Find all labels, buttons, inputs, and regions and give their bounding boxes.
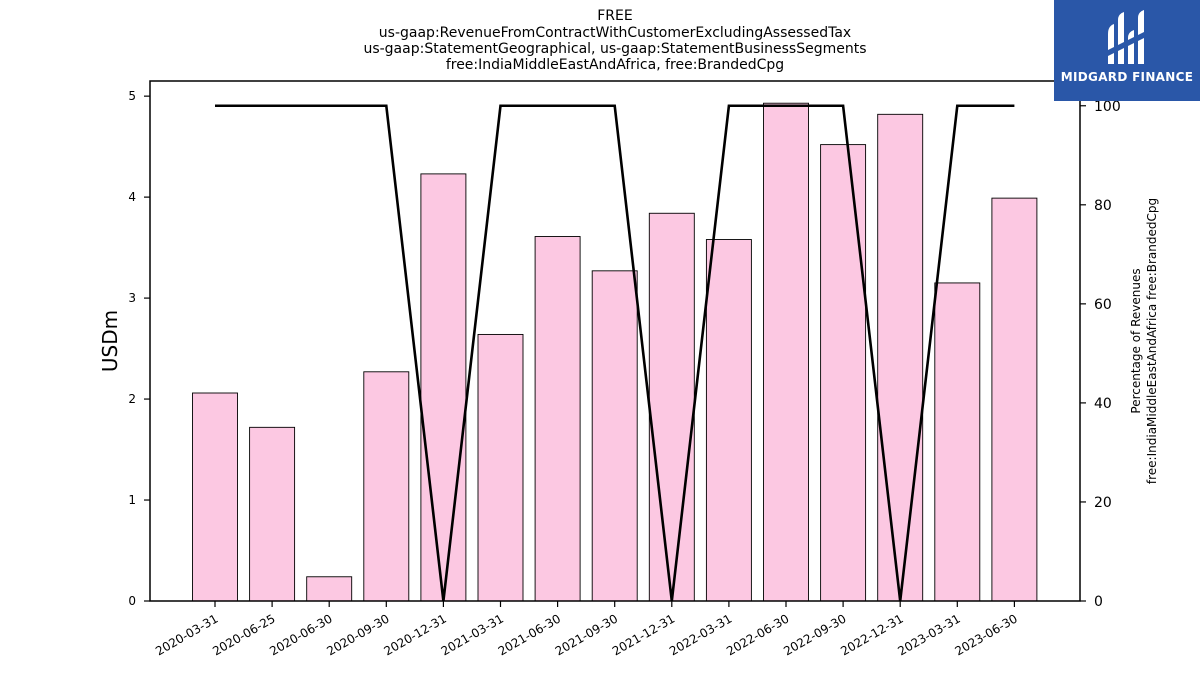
bar-2020-12-31 bbox=[420, 173, 467, 602]
y-tick-label: 1 bbox=[128, 493, 136, 507]
x-tick-label: 2022-03-31 bbox=[667, 611, 734, 658]
bar-2021-12-31 bbox=[648, 212, 695, 602]
x-tick-label: 2022-12-31 bbox=[838, 611, 905, 658]
bars-layer bbox=[192, 102, 1038, 602]
bar-2023-03-31 bbox=[934, 282, 981, 602]
y-tick-label: 3 bbox=[128, 291, 136, 305]
y2-axis-label-line-1: Percentage of Revenues bbox=[1129, 268, 1143, 413]
y2-tick-label: 60 bbox=[1094, 297, 1112, 313]
brand-name: MIDGARD FINANCE bbox=[1060, 70, 1194, 84]
bar-2021-09-30 bbox=[591, 270, 638, 602]
right-y-axis: 0 20 40 60 80 100 bbox=[1080, 99, 1121, 610]
bar-2020-03-31 bbox=[192, 392, 238, 602]
chart-title-line-3: us-gaap:StatementGeographical, us-gaap:S… bbox=[363, 41, 866, 57]
chart-title-line-4: free:IndiaMiddleEastAndAfrica, free:Bran… bbox=[446, 57, 784, 73]
y-tick-label: 5 bbox=[128, 89, 136, 103]
y2-tick-label: 100 bbox=[1094, 99, 1121, 115]
y-tick-label: 4 bbox=[128, 190, 136, 204]
bar-2020-06-25 bbox=[249, 426, 296, 602]
x-tick-label: 2020-03-31 bbox=[153, 611, 220, 658]
chart-title-line-2: us-gaap:RevenueFromContractWithCustomerE… bbox=[379, 25, 851, 41]
line-layer bbox=[215, 104, 1015, 602]
bar-2022-12-31 bbox=[877, 113, 924, 602]
x-tick-label: 2022-06-30 bbox=[724, 611, 791, 658]
x-tick-label: 2023-06-30 bbox=[952, 611, 1019, 658]
bar-2023-06-30 bbox=[991, 197, 1038, 602]
y2-tick-label: 20 bbox=[1094, 495, 1112, 511]
x-tick-label: 2020-12-31 bbox=[381, 611, 448, 658]
x-tick-label: 2020-06-25 bbox=[210, 611, 277, 658]
y2-axis-label-line-2: free:IndiaMiddleEastAndAfrica free:Brand… bbox=[1145, 198, 1159, 484]
y-tick-label: 2 bbox=[128, 392, 136, 406]
x-tick-label: 2020-09-30 bbox=[324, 611, 391, 658]
x-tick-label: 2023-03-31 bbox=[895, 611, 962, 658]
bar-2022-03-31 bbox=[705, 239, 752, 602]
bar-2022-09-30 bbox=[820, 144, 867, 602]
left-y-axis: 0 1 2 3 4 5 bbox=[128, 89, 150, 608]
x-tick-label: 2021-12-31 bbox=[610, 611, 677, 658]
x-tick-label: 2022-09-30 bbox=[781, 611, 848, 658]
logo-mark-icon bbox=[1108, 10, 1144, 64]
chart-title-line-1: FREE bbox=[597, 8, 632, 24]
brand-logo: MIDGARD FINANCE bbox=[1054, 0, 1200, 101]
bar-2022-06-30 bbox=[763, 102, 809, 602]
bar-2021-06-30 bbox=[534, 236, 581, 602]
bar-2020-06-30 bbox=[306, 576, 353, 602]
percentage-line bbox=[215, 104, 1015, 602]
bar-2020-09-30 bbox=[363, 371, 410, 602]
x-tick-label: 2020-06-30 bbox=[267, 611, 334, 658]
y2-tick-label: 0 bbox=[1094, 594, 1103, 610]
x-tick-label: 2021-06-30 bbox=[496, 611, 563, 658]
y2-tick-label: 80 bbox=[1094, 198, 1112, 214]
x-tick-label: 2021-09-30 bbox=[553, 611, 620, 658]
y-tick-label: 0 bbox=[128, 594, 136, 608]
y-axis-label: USDm bbox=[98, 310, 122, 372]
x-axis: 2020-03-312020-06-252020-06-302020-09-30… bbox=[153, 601, 1020, 658]
chart-title: FREE us-gaap:RevenueFromContractWithCust… bbox=[363, 8, 866, 73]
y2-tick-label: 40 bbox=[1094, 396, 1112, 412]
x-tick-label: 2021-03-31 bbox=[439, 611, 506, 658]
bar-2021-03-31 bbox=[477, 333, 524, 602]
